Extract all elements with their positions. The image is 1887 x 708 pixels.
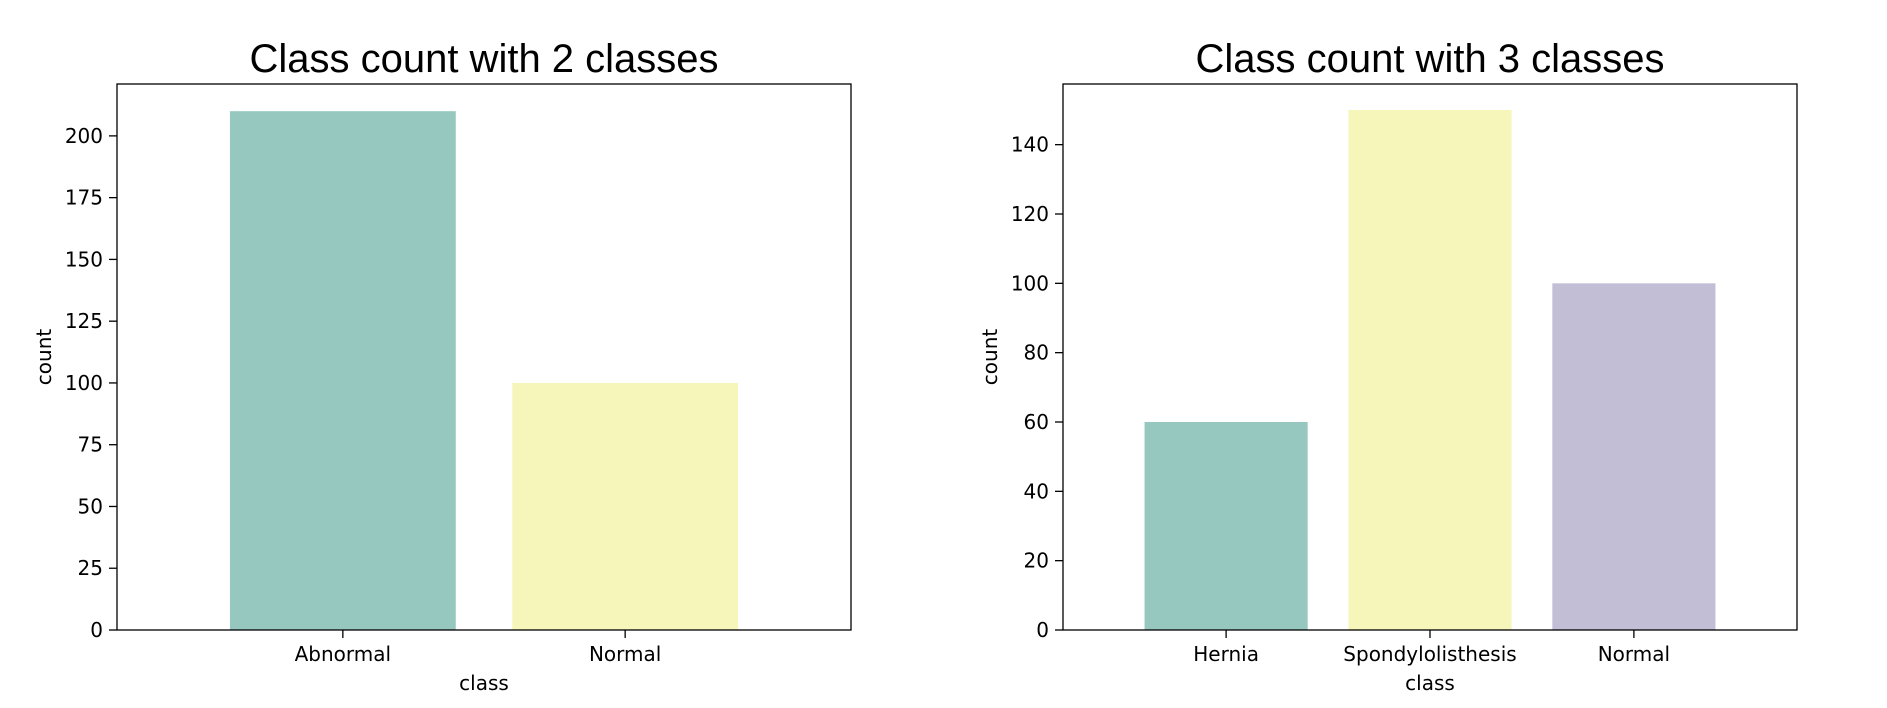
x-axis-label: class (459, 671, 509, 695)
y-tick-label: 140 (1011, 133, 1049, 157)
bar-hernia (1144, 422, 1308, 630)
x-tick-label: Spondylolisthesis (1343, 642, 1516, 666)
y-tick-label: 0 (1036, 618, 1049, 642)
chart-title: Class count with 3 classes (1195, 37, 1664, 81)
y-tick-label: 125 (65, 309, 103, 333)
y-tick-label: 20 (1024, 549, 1049, 573)
y-tick-label: 40 (1024, 479, 1049, 503)
y-tick-label: 25 (78, 556, 103, 580)
y-tick-label: 50 (78, 494, 103, 518)
y-tick-label: 80 (1024, 341, 1049, 365)
y-axis-label: count (978, 329, 1002, 386)
y-tick-label: 200 (65, 124, 103, 148)
plot-frame (116, 83, 852, 631)
x-tick-label: Normal (1598, 642, 1670, 666)
x-tick-label: Normal (589, 642, 661, 666)
chart-title: Class count with 2 classes (249, 37, 718, 81)
y-tick-label: 60 (1024, 410, 1049, 434)
y-axis-label: count (32, 329, 56, 386)
bar-normal (512, 382, 739, 630)
x-axis-label: class (1405, 671, 1455, 695)
y-tick-label: 0 (90, 618, 103, 642)
bar-abnormal (229, 111, 456, 631)
y-tick-label: 100 (65, 371, 103, 395)
y-tick-label: 120 (1011, 202, 1049, 226)
chart-1: 0 25 50 75 100 125 150 175 200 Abnormal Normal clas… (32, 37, 852, 695)
x-tick-label: Abnormal (295, 642, 391, 666)
y-tick-label: 100 (1011, 271, 1049, 295)
y-tick-label: 75 (78, 433, 103, 457)
y-tick-label: 175 (65, 186, 103, 210)
chart-2: 0 20 40 60 80 100 120 140 Hernia Spondylolisthesi… (978, 37, 1798, 695)
bar-normal (1552, 283, 1716, 630)
x-tick-label: Hernia (1193, 642, 1259, 666)
y-tick-label: 150 (65, 247, 103, 271)
bar-spondylolisthesis (1348, 110, 1512, 630)
